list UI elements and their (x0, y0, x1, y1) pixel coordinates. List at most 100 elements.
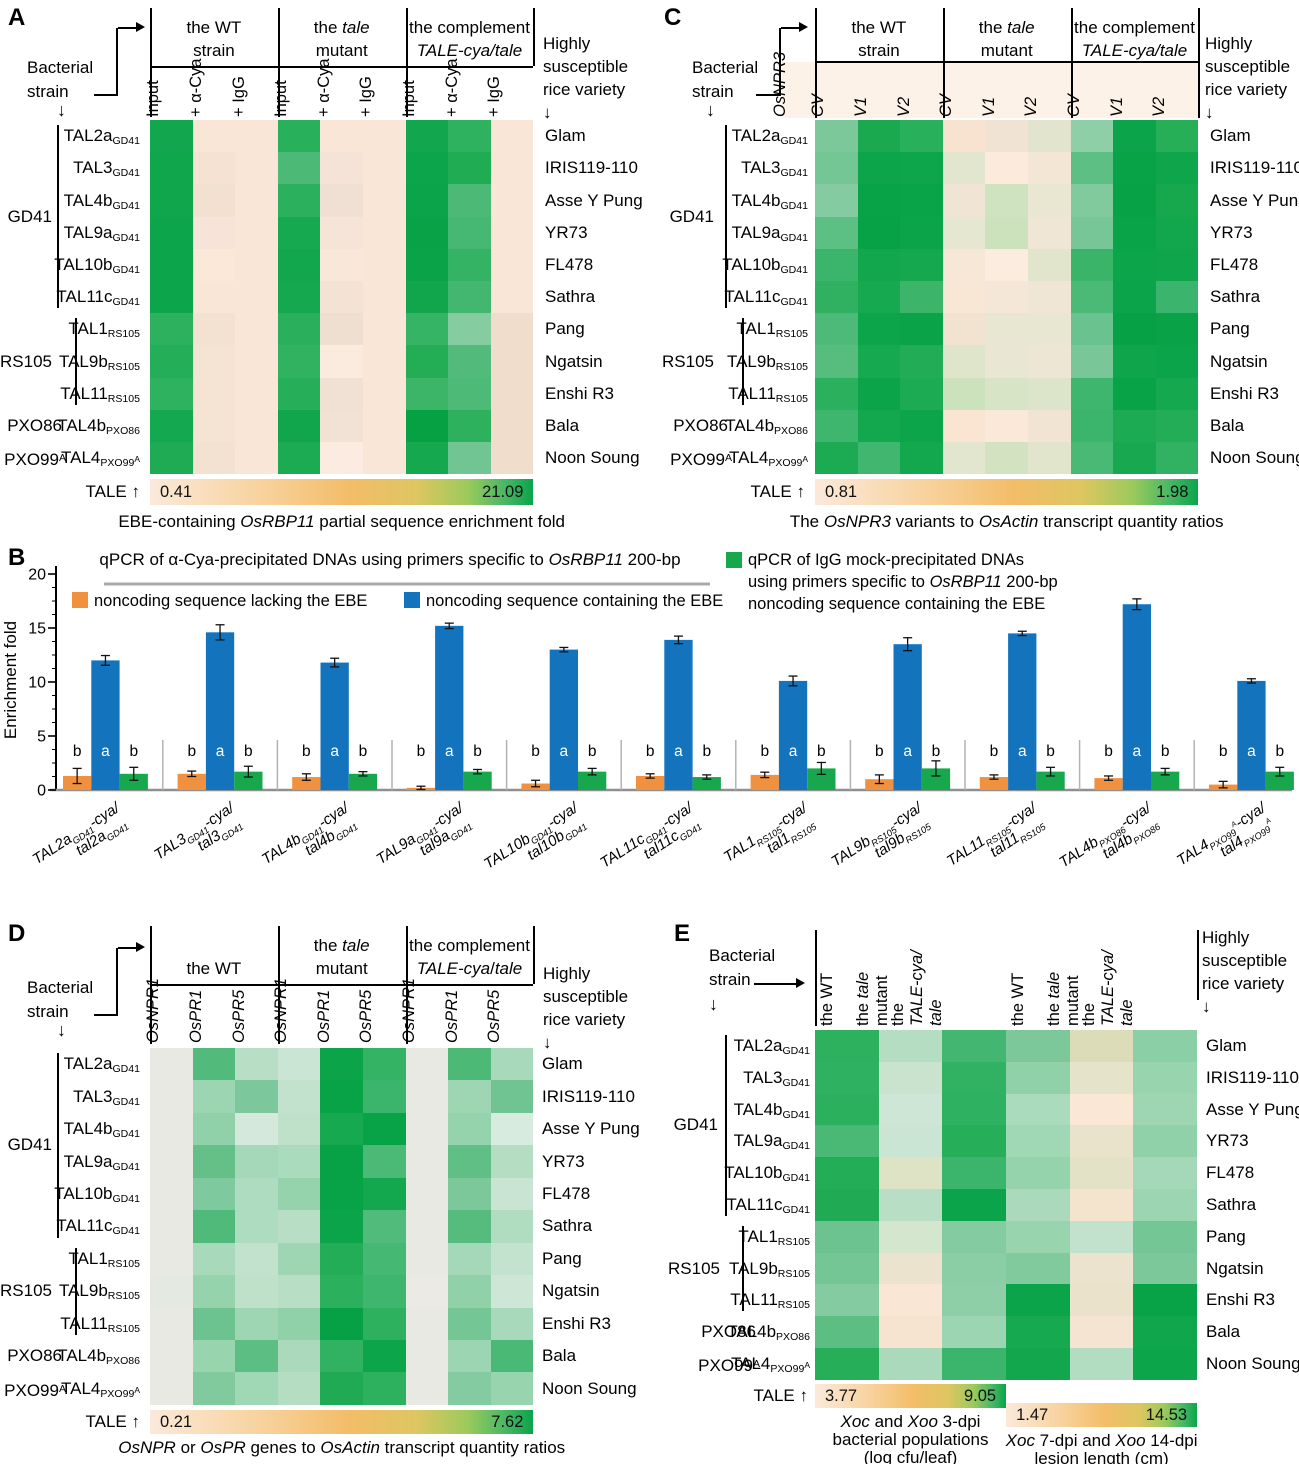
heatmap-cell (1155, 409, 1199, 442)
heatmap-cell (985, 280, 1028, 314)
row-label: TAL11cGD41 (726, 1194, 810, 1217)
heatmap-cell (1155, 216, 1199, 249)
column-label: the tale mutant (1045, 972, 1083, 1026)
header-group-label: the tale mutant (278, 8, 406, 62)
heatmap-cell (878, 1284, 943, 1317)
heatmap-cell (1113, 377, 1156, 410)
heatmap-cell (857, 377, 901, 410)
row-label: TAL10bGD41 (54, 1184, 140, 1206)
y-tick-label: 20 (28, 567, 46, 584)
heatmap-cell (320, 409, 363, 442)
column-label: OsNPR1 (399, 977, 418, 1043)
right-header-line: rice variety (1202, 974, 1285, 993)
heatmap-cell (150, 1145, 193, 1178)
header-group-line: the tale (313, 936, 370, 955)
right-header-line: Highly (543, 34, 591, 53)
heatmap-cell (1006, 1188, 1070, 1221)
heatmap-cell (235, 1210, 278, 1243)
row-label: TAL11cGD41 (56, 1216, 140, 1238)
header-group-line: the complement (409, 936, 530, 955)
variety-label: YR73 (545, 222, 588, 242)
heatmap-cell (448, 345, 491, 378)
column-label-line: the tale (1044, 971, 1063, 1026)
column-label: OsNPR1 (144, 977, 163, 1043)
colorbar-max: 14.53 (1145, 1406, 1188, 1424)
heatmap-cell (1070, 248, 1114, 281)
heatmap-cell (1155, 248, 1199, 281)
heatmap-cell (192, 1307, 236, 1340)
strain-group-label: RS105 (662, 351, 714, 371)
column-label: + IgG (357, 76, 376, 117)
column-label-line: TALE-cya/ (907, 950, 926, 1026)
bar-chart-svg: 0 5 10 15 20 Enrichment fold qPCR of α-Cya-pre… (1, 550, 1294, 873)
column-label: Input (144, 80, 163, 117)
x-category-label: TAL4PXO99A-cya/tal4PXO99A (1174, 798, 1273, 869)
panel-d-letter: D (8, 920, 26, 947)
strain-group-label: PXO86 (7, 415, 62, 435)
strain-group-label: PXO86 (673, 415, 728, 435)
heatmap-cell (405, 184, 449, 217)
bar (692, 777, 721, 790)
heatmap-cell (815, 1188, 879, 1221)
heatmap-cell (942, 345, 986, 378)
bar (1036, 771, 1065, 790)
heatmap-cell (235, 1275, 278, 1308)
heatmap-cell (362, 313, 406, 346)
heatmap-cell (815, 1284, 879, 1317)
heatmap-cell (150, 216, 193, 249)
heatmap-cell (900, 152, 943, 185)
header-group-line: mutant (980, 41, 1033, 60)
heatmap-cell (900, 313, 943, 346)
row-label: TAL11RS105 (60, 1313, 140, 1335)
header-underline (815, 61, 1199, 63)
heatmap-cell (235, 1080, 278, 1113)
legend-label: qPCR of IgG mock-precipitated DNAs (748, 551, 1024, 569)
heatmap-cell (448, 216, 491, 249)
column-label: the WT (1009, 973, 1028, 1026)
heatmap-cell (235, 152, 278, 185)
row-label: TAL1RS105 (68, 1248, 140, 1271)
x-category-label: TAL3GD41-cya/tal3GD41 (151, 798, 245, 863)
heatmap-cell (490, 345, 534, 378)
heatmap-cell (192, 1372, 236, 1405)
arrow-segment (118, 27, 136, 29)
heatmap-cell (192, 1177, 236, 1211)
row-label: TAL4bGD41 (63, 1119, 140, 1141)
column-label: + α-Cya (314, 58, 333, 117)
bar (750, 774, 779, 790)
heatmap-cell (277, 1339, 321, 1373)
heatmap-cell (985, 184, 1028, 217)
header-divider (942, 8, 945, 118)
bar (549, 649, 578, 790)
heatmap-cell (1133, 1252, 1198, 1285)
heatmap-cell (1133, 1347, 1198, 1380)
heatmap-cell (1070, 377, 1114, 410)
heatmap-cell (448, 441, 491, 475)
heatmap-cell (1155, 120, 1199, 153)
heatmap-cell (815, 409, 858, 442)
heatmap-cell (1027, 216, 1071, 249)
heatmap-cell (1006, 1157, 1070, 1189)
column-label: V1 (979, 96, 998, 117)
strain-group-label: RS105 (0, 351, 52, 371)
right-header-line: rice variety (1205, 80, 1288, 99)
row-label: TAL11cGD41 (724, 287, 808, 309)
heatmap-cell (1155, 152, 1199, 185)
bar (1265, 771, 1294, 790)
colorbar-min: 0.41 (160, 483, 193, 501)
variety-label: FL478 (1210, 254, 1259, 274)
row-label: TAL9bRS105 (728, 1258, 810, 1280)
bar (664, 639, 693, 790)
heatmap-cell (900, 184, 943, 217)
panel-b-letter: B (8, 544, 26, 571)
heatmap-cell (150, 1372, 193, 1405)
bar (865, 779, 894, 790)
heatmap-cell (405, 216, 449, 249)
heatmap-cell (192, 152, 236, 185)
heatmap-cell (320, 377, 363, 410)
heatmap-cell (900, 409, 943, 442)
heatmap-cell (815, 1030, 879, 1062)
heatmap-cell (405, 280, 449, 314)
heatmap-cell (192, 1275, 236, 1308)
heatmap-cell (277, 248, 321, 281)
